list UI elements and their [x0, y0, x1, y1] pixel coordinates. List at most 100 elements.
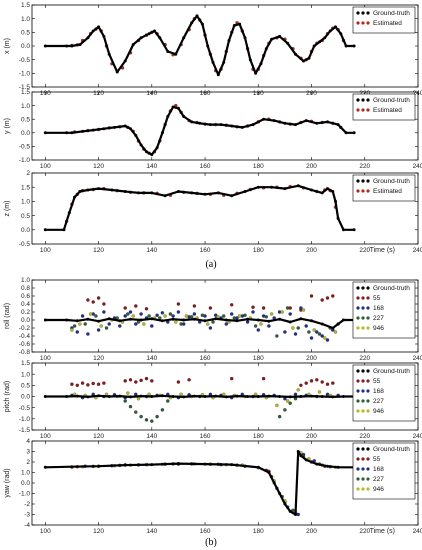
- data-point: [288, 401, 292, 405]
- data-point: [323, 36, 327, 40]
- legend-marker: [356, 487, 360, 491]
- series-ground-truth: [43, 14, 356, 77]
- y-tick-label: -1.0: [19, 491, 31, 498]
- x-tick-label: 120: [93, 433, 104, 440]
- data-point: [224, 322, 228, 326]
- data-point: [107, 317, 111, 321]
- y-tick-label: 0.4: [21, 301, 30, 308]
- data-point: [75, 383, 80, 387]
- legend: Ground-truth 55 168 227 946: [352, 442, 416, 500]
- data-point: [267, 319, 271, 323]
- data-point: [269, 312, 274, 316]
- data-point: [190, 191, 194, 195]
- caption-a: (a): [205, 259, 216, 270]
- data-point: [134, 304, 138, 308]
- data-point: [97, 187, 101, 191]
- data-point: [97, 319, 101, 323]
- data-point: [171, 317, 175, 321]
- legend-marker: [361, 399, 365, 403]
- data-point: [326, 464, 329, 468]
- x-tick-label: 240: [413, 247, 422, 254]
- y-tick-label: -0.8: [19, 349, 31, 356]
- legend: Ground-truth 55 168 227 946: [352, 281, 416, 339]
- data-point: [80, 381, 85, 385]
- y-tick-label: 0.2: [21, 309, 30, 316]
- y-tick-label: 1.0: [21, 103, 30, 110]
- x-tick-label: 120: [93, 163, 104, 170]
- y-tick-label: -1.0: [19, 416, 31, 423]
- legend-marker: [366, 286, 370, 290]
- data-point: [243, 190, 247, 193]
- y-tick-label: 0.0: [21, 317, 30, 324]
- data-point: [288, 320, 292, 324]
- data-point: [155, 146, 159, 150]
- legend-marker: [361, 11, 365, 15]
- data-point: [323, 336, 327, 340]
- data-point: [123, 314, 127, 318]
- data-point: [246, 395, 250, 398]
- chart-yaw: 100 120 140 160 180 200 220 240 -4 -3 -2 -1.0 0.0 1.0…: [4, 438, 422, 535]
- data-point: [208, 123, 212, 127]
- data-point: [264, 47, 268, 51]
- data-point: [243, 313, 247, 317]
- data-point: [166, 115, 170, 118]
- legend-marker: [366, 467, 370, 471]
- data-point: [285, 306, 290, 310]
- data-point: [203, 319, 207, 323]
- data-point: [134, 322, 138, 326]
- data-point: [86, 298, 90, 302]
- data-point: [187, 378, 191, 382]
- y-tick-label: -1.5: [19, 427, 31, 434]
- y-tick-label: 1.0: [21, 371, 30, 378]
- data-point: [200, 22, 204, 26]
- legend-label: 227: [373, 476, 384, 483]
- data-point: [97, 464, 101, 468]
- data-point: [315, 330, 319, 334]
- data-point: [310, 319, 313, 323]
- data-point: [189, 315, 194, 319]
- data-point: [342, 318, 345, 322]
- data-point: [229, 376, 234, 381]
- x-tick-label: 100: [40, 355, 51, 362]
- x-axis-label: Time (s): [370, 528, 395, 535]
- data-point: [208, 306, 213, 310]
- data-point: [128, 378, 133, 382]
- data-point: [182, 395, 186, 399]
- data-point: [91, 128, 95, 132]
- ground-truth-line: [45, 394, 355, 398]
- data-point: [315, 462, 319, 466]
- legend: Ground-truth Estimated: [352, 174, 416, 202]
- data-point: [331, 294, 335, 298]
- x-tick-label: 100: [40, 433, 51, 440]
- data-point: [86, 188, 90, 192]
- x-tick-label: 240: [413, 528, 422, 535]
- data-point: [243, 36, 247, 40]
- data-point: [104, 326, 109, 330]
- legend-marker: [356, 316, 360, 320]
- y-axis-label: y (m): [4, 118, 11, 134]
- legend-marker: [361, 108, 365, 112]
- data-point: [272, 119, 276, 123]
- data-point: [150, 379, 154, 383]
- data-point: [128, 310, 133, 314]
- legend-marker: [356, 379, 360, 383]
- legend-marker: [366, 11, 370, 15]
- series-ground-truth: [43, 105, 356, 157]
- data-point: [288, 395, 292, 399]
- data-point: [307, 330, 311, 334]
- data-point: [286, 41, 290, 45]
- y-tick-label: 2: [26, 459, 30, 466]
- y-tick-label: 1.0: [21, 277, 30, 284]
- data-point: [208, 326, 213, 330]
- legend-marker: [361, 296, 365, 300]
- data-point: [272, 481, 276, 485]
- x-tick-label: 100: [40, 247, 51, 254]
- legend-label: 946: [373, 408, 384, 415]
- data-point: [163, 314, 167, 318]
- data-point: [232, 24, 236, 27]
- legend-marker: [361, 21, 365, 25]
- y-tick-label: 1.5: [21, 89, 30, 96]
- data-point: [320, 334, 324, 338]
- data-point: [275, 334, 279, 338]
- x-tick-label: 200: [306, 247, 317, 254]
